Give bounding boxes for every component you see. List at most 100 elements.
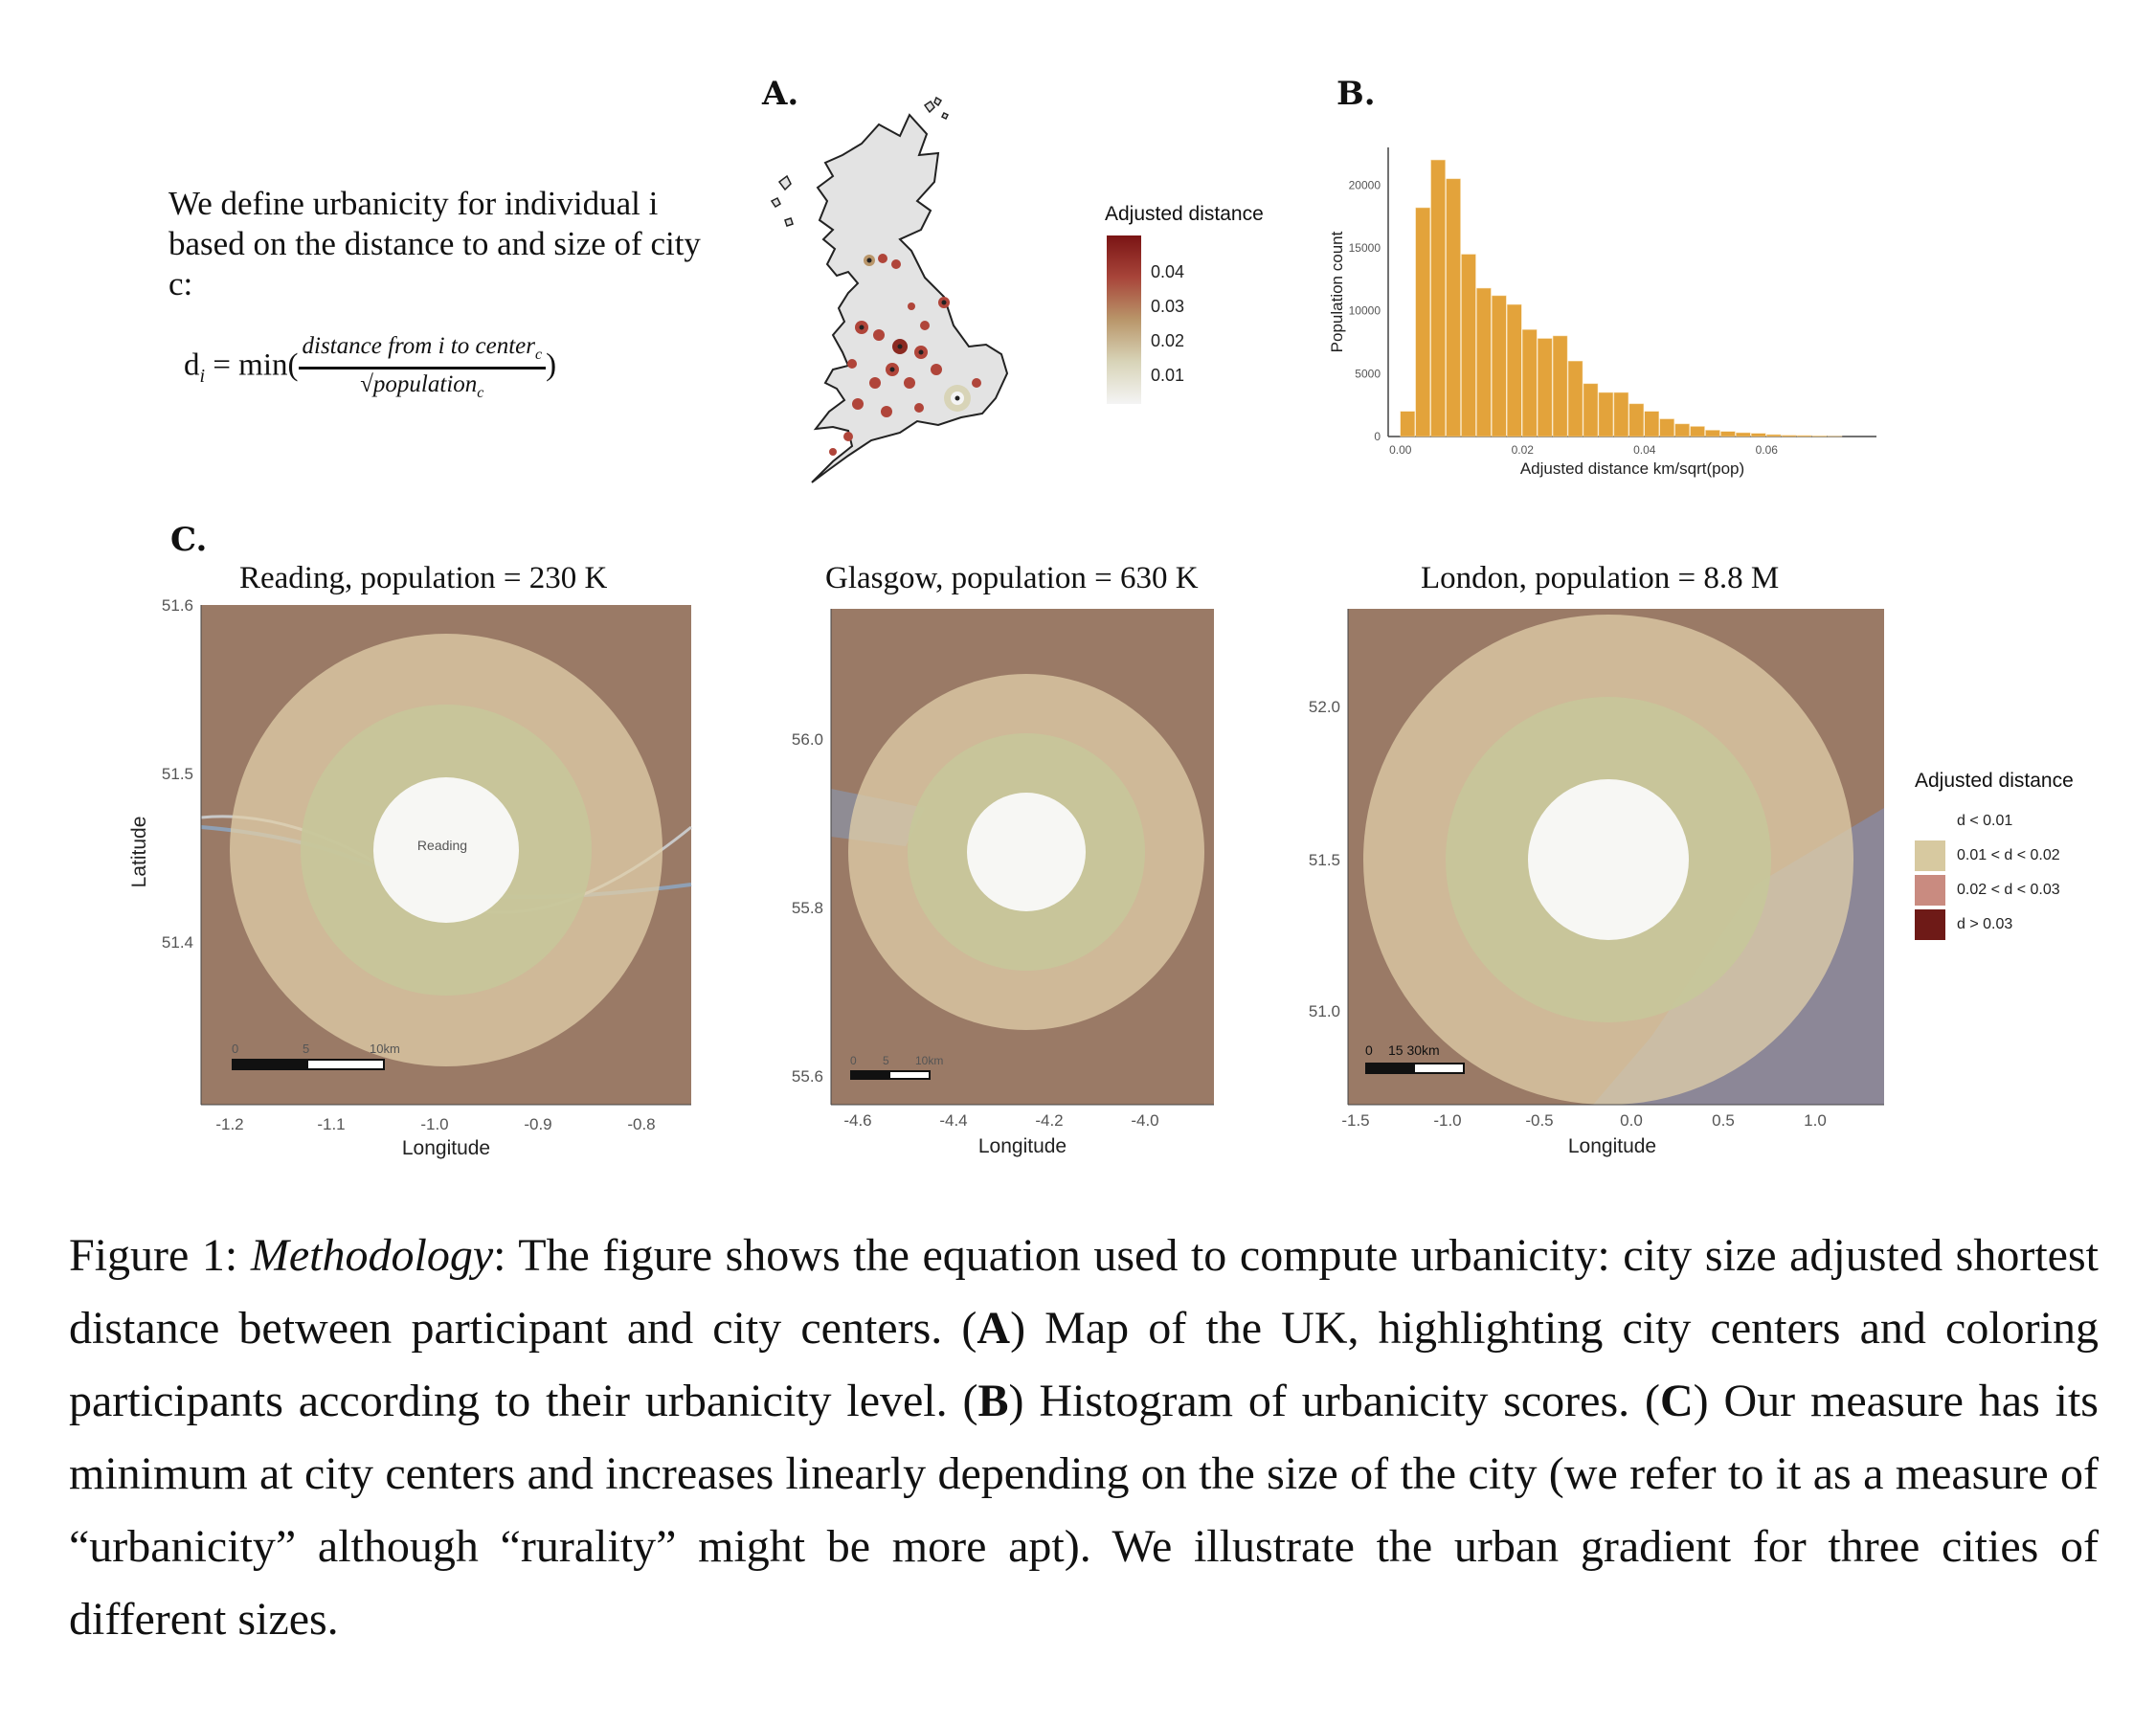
- histogram-xlabel: Adjusted distance km/sqrt(pop): [1520, 459, 1744, 478]
- london-ytick-0: 52.0: [1309, 698, 1340, 716]
- caption-methodology: Methodology: [250, 1230, 494, 1281]
- reading-xtick-4: -0.8: [627, 1115, 655, 1133]
- london-ytick-1: 51.5: [1309, 851, 1340, 869]
- london-xlabel: Longitude: [1568, 1135, 1656, 1157]
- histogram-bar: [1613, 392, 1629, 437]
- histogram-xtick: 0.00: [1389, 443, 1412, 457]
- histogram-bars: [1400, 159, 1843, 437]
- histogram-ytick: 0: [1374, 430, 1381, 443]
- glasgow-scale-0: 0: [850, 1054, 857, 1067]
- reading-map-title: Reading, population = 230 K: [239, 561, 608, 595]
- london-ytick-2: 51.0: [1309, 1002, 1340, 1020]
- eq-numerator-sub: c: [534, 347, 543, 363]
- eq-min: = min(: [205, 347, 299, 383]
- legend-label-3: d > 0.03: [1957, 916, 2013, 932]
- panel-c-legend-item-3: d > 0.03: [1915, 909, 2012, 940]
- histogram-bar: [1674, 423, 1690, 437]
- figure-caption: Figure 1: Methodology: The figure shows …: [69, 1220, 2099, 1656]
- panel-c-legend-item-1: 0.01 < d < 0.02: [1915, 840, 2060, 871]
- glasgow-xlabel: Longitude: [978, 1135, 1067, 1157]
- histogram-bar: [1751, 433, 1766, 437]
- histogram-xtick: 0.02: [1512, 443, 1535, 457]
- caption-part-4: ) Our measure has its minimum at city ce…: [69, 1376, 2099, 1645]
- histogram-bar: [1811, 436, 1828, 437]
- panel-a-legend-tick-1: 0.03: [1151, 297, 1185, 316]
- histogram-bar: [1796, 435, 1812, 437]
- london-map-title: London, population = 8.8 M: [1421, 561, 1780, 595]
- legend-swatch-3: [1915, 909, 1945, 940]
- eq-lhs: d: [184, 347, 200, 383]
- histogram-bar: [1659, 418, 1674, 437]
- glasgow-map: 0 5 10km 56.0 55.8 55.6 -4.6 -4.4 -4.2 -…: [792, 609, 1214, 1157]
- city-centers: [859, 258, 960, 401]
- reading-ytick-1: 51.5: [162, 765, 193, 783]
- london-xtick-4: 0.5: [1712, 1111, 1735, 1130]
- eq-fraction: distance from i to centerc √populationc: [298, 333, 547, 402]
- urbanicity-definition: We define urbanicity for individual i ba…: [168, 185, 701, 302]
- histogram-y-ticks: 0 5000 10000 15000 20000: [1349, 178, 1381, 443]
- glasgow-ytick-2: 55.6: [792, 1067, 823, 1086]
- western-isles: [770, 174, 794, 227]
- london-scale-0: 0: [1365, 1042, 1373, 1058]
- london-map: 0 15 30km 52.0 51.5 51.0 -1.5 -1.0 -0.5 …: [1309, 609, 1884, 1157]
- reading-ring-inner: [373, 777, 519, 923]
- histogram-bar: [1522, 329, 1538, 437]
- glasgow-map-title: Glasgow, population = 630 K: [825, 561, 1199, 595]
- panel-a-letter: A.: [762, 75, 799, 113]
- histogram-bar: [1492, 295, 1507, 437]
- histogram-bar: [1644, 411, 1659, 437]
- histogram-bar: [1736, 432, 1751, 437]
- eq-close: ): [546, 347, 557, 383]
- glasgow-xtick-0: -4.6: [843, 1111, 871, 1130]
- panel-c-legend-item-2: 0.02 < d < 0.03: [1915, 875, 2060, 906]
- reading-ylabel: Latitude: [128, 817, 150, 888]
- uk-map: [770, 96, 1009, 483]
- glasgow-xtick-3: -4.0: [1131, 1111, 1158, 1130]
- panel-a-colorbar: [1107, 235, 1141, 404]
- histogram-ytick: 15000: [1349, 241, 1381, 255]
- reading-xtick-0: -1.2: [215, 1115, 243, 1133]
- panel-b-letter: B.: [1336, 75, 1376, 113]
- histogram-bar: [1446, 178, 1461, 437]
- histogram-bar: [1598, 392, 1614, 437]
- eq-denominator-sub: c: [477, 385, 484, 401]
- northern-isles: [923, 96, 950, 121]
- glasgow-xtick-1: -4.4: [939, 1111, 967, 1130]
- reading-center-label: Reading: [417, 838, 467, 853]
- histogram-ytick: 20000: [1349, 178, 1381, 191]
- legend-swatch-2: [1915, 875, 1945, 906]
- histogram-bar: [1476, 287, 1492, 437]
- glasgow-ytick-0: 56.0: [792, 730, 823, 749]
- panel-a-legend-tick-2: 0.02: [1151, 331, 1185, 350]
- caption-figure-label: Figure 1:: [69, 1230, 251, 1281]
- london-xtick-2: -0.5: [1525, 1111, 1553, 1130]
- london-xtick-0: -1.5: [1341, 1111, 1369, 1130]
- glasgow-xtick-2: -4.2: [1035, 1111, 1063, 1130]
- caption-a: A: [977, 1303, 1011, 1354]
- reading-scale-5: 5: [303, 1042, 309, 1056]
- histogram-ytick: 10000: [1349, 304, 1381, 318]
- glasgow-scale-5: 5: [883, 1054, 889, 1067]
- glasgow-ytick-1: 55.8: [792, 899, 823, 917]
- caption-c: C: [1659, 1376, 1694, 1426]
- caption-b: B: [977, 1376, 1009, 1426]
- eq-denominator: √population: [360, 371, 478, 397]
- histogram-bar: [1766, 434, 1782, 437]
- reading-ytick-0: 51.6: [162, 597, 193, 615]
- great-britain-outline: [811, 113, 1009, 483]
- histogram-bar: [1583, 383, 1599, 437]
- histogram-bar: [1628, 403, 1644, 437]
- caption-part-3: ) Histogram of urbanicity scores. (: [1008, 1376, 1660, 1426]
- reading-map: Reading 0 5 10km 51.6 51.5 51.4 -1.2 -1.…: [128, 597, 692, 1159]
- panel-c-legend-item-0: d < 0.01: [1915, 806, 2012, 837]
- reading-ytick-2: 51.4: [162, 933, 193, 952]
- eq-numerator: distance from i to center: [302, 333, 535, 359]
- glasgow-scale-10: 10km: [915, 1054, 943, 1067]
- reading-scale-10: 10km: [370, 1042, 400, 1056]
- panel-a-legend-tick-3: 0.01: [1151, 366, 1185, 385]
- histogram-bar: [1537, 338, 1553, 437]
- london-xtick-5: 1.0: [1804, 1111, 1827, 1130]
- histogram-bar: [1430, 159, 1446, 437]
- reading-scale-0: 0: [232, 1042, 238, 1056]
- caption-part-2: ) Map of the UK, highlighting city cente…: [69, 1303, 2099, 1426]
